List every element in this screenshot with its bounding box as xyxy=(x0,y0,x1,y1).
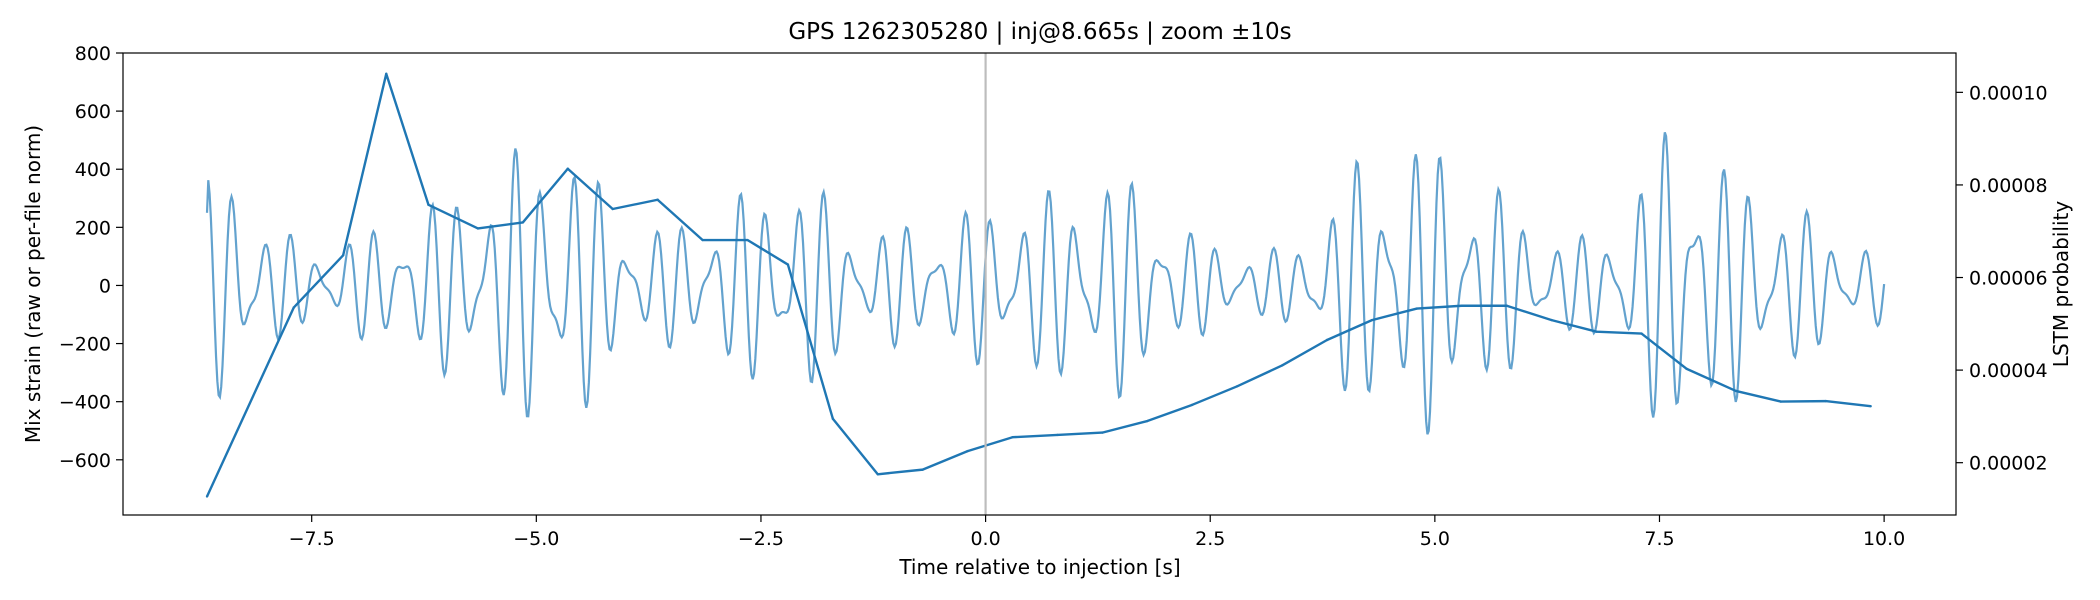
probability-point xyxy=(427,203,430,207)
x-tick-label: −5.0 xyxy=(513,528,559,550)
y-axis-ticks: −600 −400 −200 0 200 400 600 800 xyxy=(59,43,123,472)
x-tick-label: 0.0 xyxy=(970,528,1000,550)
x-axis-label: Time relative to injection [s] xyxy=(898,555,1180,579)
probability-point xyxy=(385,72,388,76)
probability-point xyxy=(292,306,295,309)
y2-tick-label: 0.00010 xyxy=(1969,82,2048,104)
probability-point xyxy=(656,198,659,201)
x-tick-label: −7.5 xyxy=(289,528,335,550)
y2-tick-label: 0.00008 xyxy=(1969,175,2048,197)
strain-trace xyxy=(205,132,1886,435)
probability-point xyxy=(1550,318,1553,322)
probability-point xyxy=(876,473,879,476)
probability-point xyxy=(205,495,209,498)
probability-point xyxy=(341,254,345,257)
probability-point xyxy=(1325,338,1329,342)
y-tick-label: 400 xyxy=(75,159,111,181)
x-tick-label: 7.5 xyxy=(1644,528,1674,550)
probability-point xyxy=(786,263,790,266)
probability-point xyxy=(746,238,749,242)
probability-point xyxy=(1824,399,1827,403)
x-axis-ticks: −7.5 −5.0 −2.5 0.0 2.5 5.0 7.5 10.0 xyxy=(289,515,1905,550)
probability-point xyxy=(966,449,969,453)
probability-point xyxy=(1415,307,1419,310)
probability-point xyxy=(1595,330,1598,333)
y-tick-label: 600 xyxy=(75,101,111,123)
x-tick-label: 5.0 xyxy=(1420,528,1450,550)
y-tick-label: −400 xyxy=(59,392,111,414)
probability-point xyxy=(1779,400,1782,403)
probability-point xyxy=(566,167,569,170)
y-tick-label: −200 xyxy=(59,334,111,356)
probability-point xyxy=(1101,431,1104,434)
probability-point xyxy=(1734,389,1738,393)
probability-point xyxy=(1370,318,1374,322)
probability-series xyxy=(205,72,1872,498)
x-tick-label: 2.5 xyxy=(1195,528,1225,550)
strain-series xyxy=(205,132,1886,435)
y-tick-label: 200 xyxy=(75,217,111,239)
x-tick-label: 10.0 xyxy=(1863,528,1905,550)
probability-point xyxy=(1640,332,1643,335)
y-tick-label: −600 xyxy=(59,450,111,472)
probability-line xyxy=(205,72,1871,497)
probability-point xyxy=(831,417,835,420)
y-axis-label: Mix strain (raw or per-file norm) xyxy=(21,125,45,443)
y2-tick-label: 0.00004 xyxy=(1969,360,2048,382)
probability-point xyxy=(1011,436,1014,439)
probability-point xyxy=(1460,304,1464,307)
probability-point xyxy=(1056,433,1059,437)
probability-point xyxy=(1505,304,1508,307)
probability-point xyxy=(1280,364,1284,367)
y-tick-label: 0 xyxy=(99,275,111,297)
chart-title: GPS 1262305280 | inj@8.665s | zoom ±10s xyxy=(788,19,1291,45)
probability-point xyxy=(611,207,614,211)
probability-point xyxy=(701,238,704,242)
probability-point xyxy=(1235,385,1239,388)
plot-frame xyxy=(122,52,1957,516)
y2-axis-ticks: 0.00002 0.00004 0.00006 0.00008 0.00010 xyxy=(1956,82,2048,475)
y2-axis-label: LSTM probability xyxy=(2049,201,2073,368)
x-tick-label: −2.5 xyxy=(738,528,784,550)
y2-tick-label: 0.00006 xyxy=(1969,268,2048,290)
probability-point xyxy=(1191,403,1194,407)
probability-point xyxy=(476,227,480,230)
probability-point xyxy=(1685,367,1688,370)
probability-point xyxy=(921,468,924,471)
probability-point xyxy=(521,221,525,224)
probability-point xyxy=(1869,405,1872,408)
y-tick-label: 800 xyxy=(75,43,111,65)
probability-point xyxy=(1146,419,1149,423)
y2-tick-label: 0.00002 xyxy=(1969,453,2048,475)
